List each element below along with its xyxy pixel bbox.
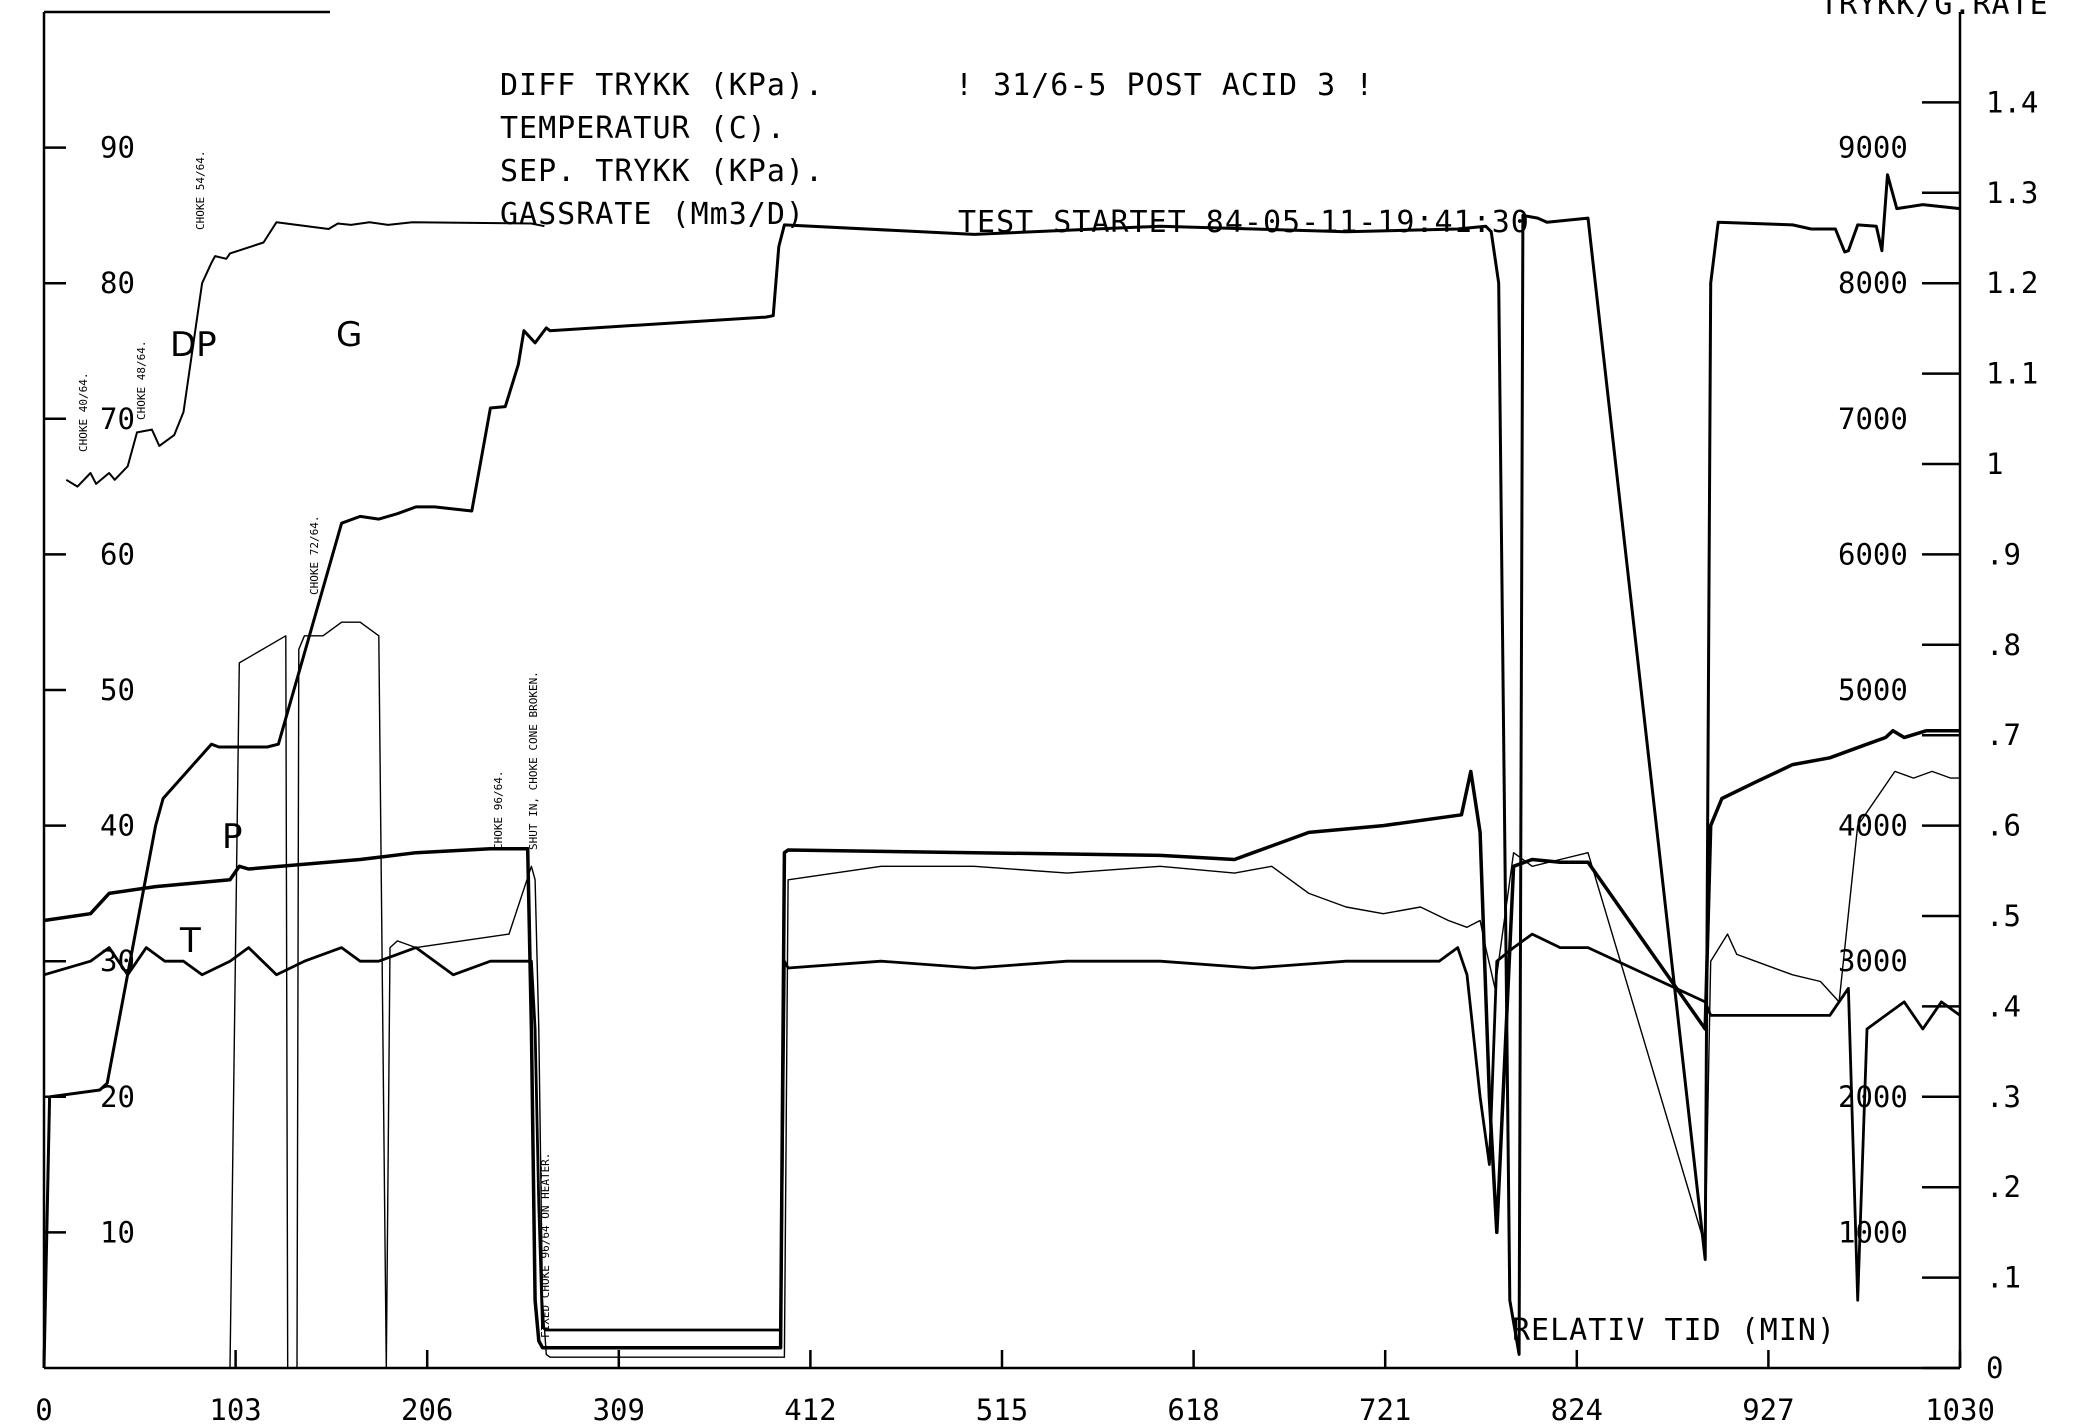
x-tick-label: 721: [1359, 1393, 1411, 1427]
inner-right-tick-label: 7000: [1838, 402, 1908, 436]
hand-label-t: T: [179, 921, 201, 961]
annotation-fixed-choke: FIXED CHOKE 96/64 ON HEATER.: [539, 1153, 552, 1338]
header-test-id: ! 31/6-5 POST ACID 3 !: [955, 68, 1374, 103]
hand-label-dp: DP: [170, 325, 217, 365]
right-tick-label: 1.4: [1986, 85, 2038, 119]
header-test-started: TEST STARTET 84-05-11-19:41:30: [958, 205, 1530, 240]
right-tick-label: 1.3: [1986, 176, 2038, 210]
annotation-choke-54: CHOKE 54/64.: [194, 151, 207, 230]
inner-right-tick-label: 9000: [1838, 131, 1908, 165]
x-tick-label: 1030: [1925, 1393, 1995, 1427]
inner-right-tick-label: 5000: [1838, 673, 1908, 707]
inner-right-tick-label: 8000: [1838, 266, 1908, 300]
x-tick-label: 103: [209, 1393, 261, 1427]
x-tick-label: 927: [1742, 1393, 1794, 1427]
right-tick-label: .9: [1986, 537, 2021, 571]
x-axis-title: RELATIV TID (MIN): [1512, 1313, 1836, 1348]
header-line-sep-trykk: SEP. TRYKK (KPa).: [500, 154, 824, 189]
right-tick-label: .8: [1986, 628, 2021, 662]
right-tick-label: 1.2: [1986, 266, 2038, 300]
right-tick-label: 1: [1986, 447, 2003, 481]
right-tick-label: .5: [1986, 899, 2021, 933]
x-tick-label: 618: [1167, 1393, 1219, 1427]
annotation-choke-72: CHOKE 72/64.: [308, 516, 321, 595]
inner-right-axis: 1000 2000 3000 4000 5000 6000 7000 8000 9000: [1838, 131, 1908, 1250]
left-tick-label: 70: [100, 402, 135, 436]
left-tick-label: 10: [100, 1215, 135, 1249]
inner-right-tick-label: 2000: [1838, 1080, 1908, 1114]
series-traces: [42, 173, 1961, 1369]
x-tick-label: 824: [1551, 1393, 1603, 1427]
corner-axis-label: TRYKK/G.RATE: [1820, 0, 2049, 22]
x-tick-label: 412: [784, 1393, 836, 1427]
x-axis: 0 103 206 309 412 515 618 721 824 927 1030: [35, 1350, 1995, 1427]
series-line-dp: [65, 221, 545, 488]
left-tick-label: 90: [100, 131, 135, 165]
x-tick-label: 309: [593, 1393, 645, 1427]
annotation-shut-in: SHUT IN, CHOKE CONE BROKEN.: [527, 671, 540, 850]
hand-label-p: P: [222, 817, 243, 857]
left-tick-label: 40: [100, 809, 135, 843]
x-tick-label: 206: [401, 1393, 453, 1427]
series-line-p: [43, 728, 1960, 1350]
series-line-sep: [44, 621, 1960, 1369]
x-tick-label: 0: [35, 1393, 52, 1427]
right-tick-label: .6: [1986, 809, 2021, 843]
inner-right-tick-label: 6000: [1838, 537, 1908, 571]
right-tick-label: .4: [1986, 989, 2021, 1023]
annotation-choke-96: CHOKE 96/64.: [492, 771, 505, 850]
header-line-diff-trykk: DIFF TRYKK (KPa).: [500, 68, 824, 103]
series-line-t: [43, 932, 1961, 1332]
right-axis: 0 .1 .2 .3 .4 .5 .6 .7 .8 .9 1 1.1 1.2 1.3 1.4: [1922, 85, 2038, 1385]
hand-label-g: G: [336, 315, 362, 355]
inner-right-tick-label: 3000: [1838, 944, 1908, 978]
annotation-choke-40: CHOKE 40/64.: [77, 373, 90, 452]
inner-right-tick-label: 4000: [1838, 809, 1908, 843]
right-tick-label: .2: [1986, 1170, 2021, 1204]
right-tick-label: 1.1: [1986, 357, 2038, 391]
right-tick-label: .3: [1986, 1080, 2021, 1114]
inner-right-tick-label: 1000: [1838, 1215, 1908, 1249]
header-line-temperatur: TEMPERATUR (C).: [500, 111, 786, 146]
left-tick-label: 60: [100, 537, 135, 571]
left-tick-label: 50: [100, 673, 135, 707]
header-line-gassrate: GASSRATE (Mm3/D): [500, 197, 805, 232]
right-tick-label: .1: [1986, 1261, 2021, 1295]
annotation-choke-48: CHOKE 48/64.: [135, 341, 148, 420]
series-line-g: [42, 173, 1961, 1369]
right-tick-label: .7: [1986, 718, 2021, 752]
left-tick-label: 80: [100, 266, 135, 300]
x-tick-label: 515: [976, 1393, 1028, 1427]
right-tick-label: 0: [1986, 1351, 2003, 1385]
